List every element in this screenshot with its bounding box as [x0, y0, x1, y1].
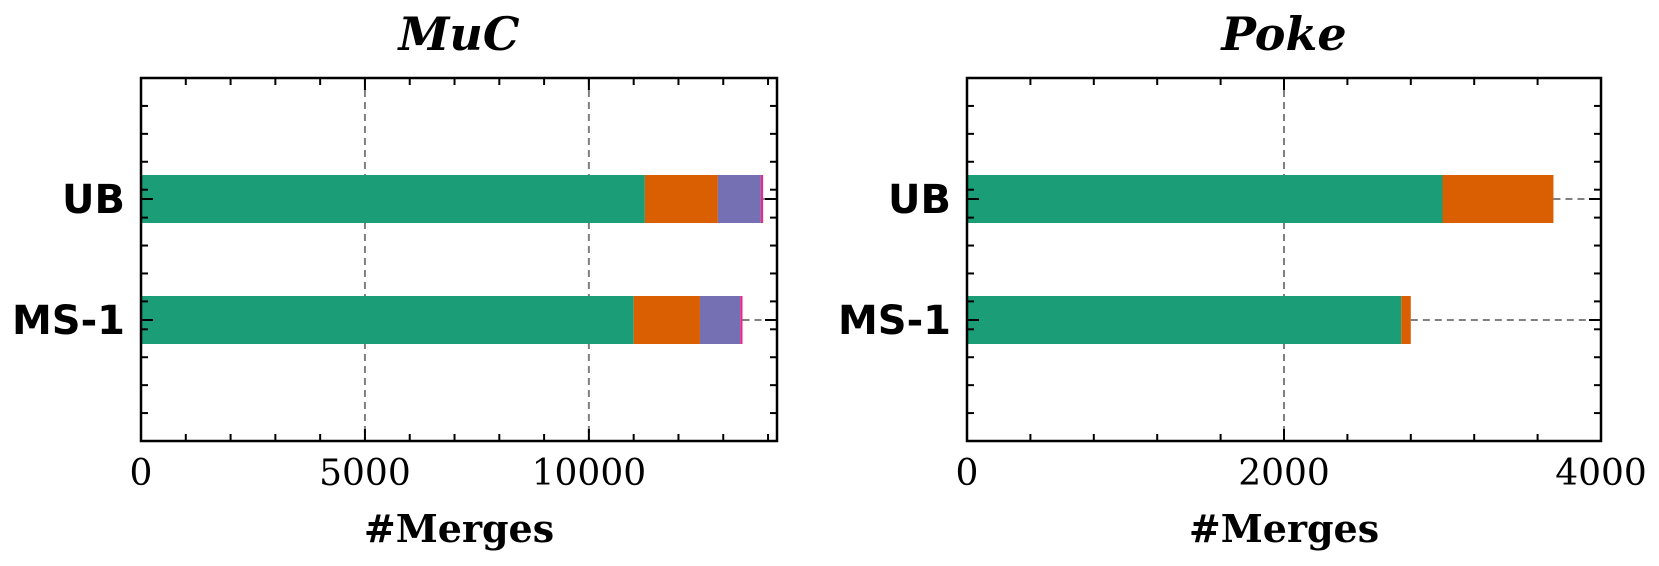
plot-frame	[965, 76, 1603, 443]
bar-segment-ub-3	[760, 175, 764, 223]
category-label: UB	[62, 177, 125, 223]
panel-muc: UB MS-1 0 5000 10000 #Merges MuC	[12, 7, 779, 551]
panel-poke: UB MS-1 0 2000 4000 #Merges Poke	[838, 7, 1647, 551]
bar-segment-ub-2	[717, 175, 761, 223]
bar-segment-ms-1-1	[633, 296, 700, 344]
x-tick-label: 5000	[319, 453, 411, 494]
bar-segment-ms-1-0	[141, 296, 634, 344]
bar-segment-ub-0	[141, 175, 645, 223]
category-label: MS-1	[838, 298, 951, 344]
bar-segment-ub-1	[1442, 175, 1554, 223]
bar-segment-ub-0	[967, 175, 1443, 223]
x-tick-label: 10000	[532, 453, 647, 494]
bar-segment-ms-1-3	[740, 296, 743, 344]
bar-segment-ms-1-0	[967, 296, 1402, 344]
axis-ticks	[140, 77, 777, 442]
plot-frame	[139, 76, 779, 443]
x-tick-label: 2000	[1238, 453, 1330, 494]
x-axis-label: #Merges	[364, 506, 554, 551]
x-tick-label: 4000	[1555, 453, 1647, 494]
chart-title: Poke	[1219, 7, 1346, 61]
bar-segment-ms-1-2	[699, 296, 741, 344]
x-axis-label: #Merges	[1189, 506, 1379, 551]
x-tick-label: 0	[130, 453, 153, 494]
bar-segment-ms-1-1	[1401, 296, 1411, 344]
x-tick-label: 0	[956, 453, 979, 494]
category-label: MS-1	[12, 298, 125, 344]
chart-title: MuC	[397, 7, 520, 61]
category-label: UB	[888, 177, 951, 223]
bar-segment-ub-1	[644, 175, 718, 223]
